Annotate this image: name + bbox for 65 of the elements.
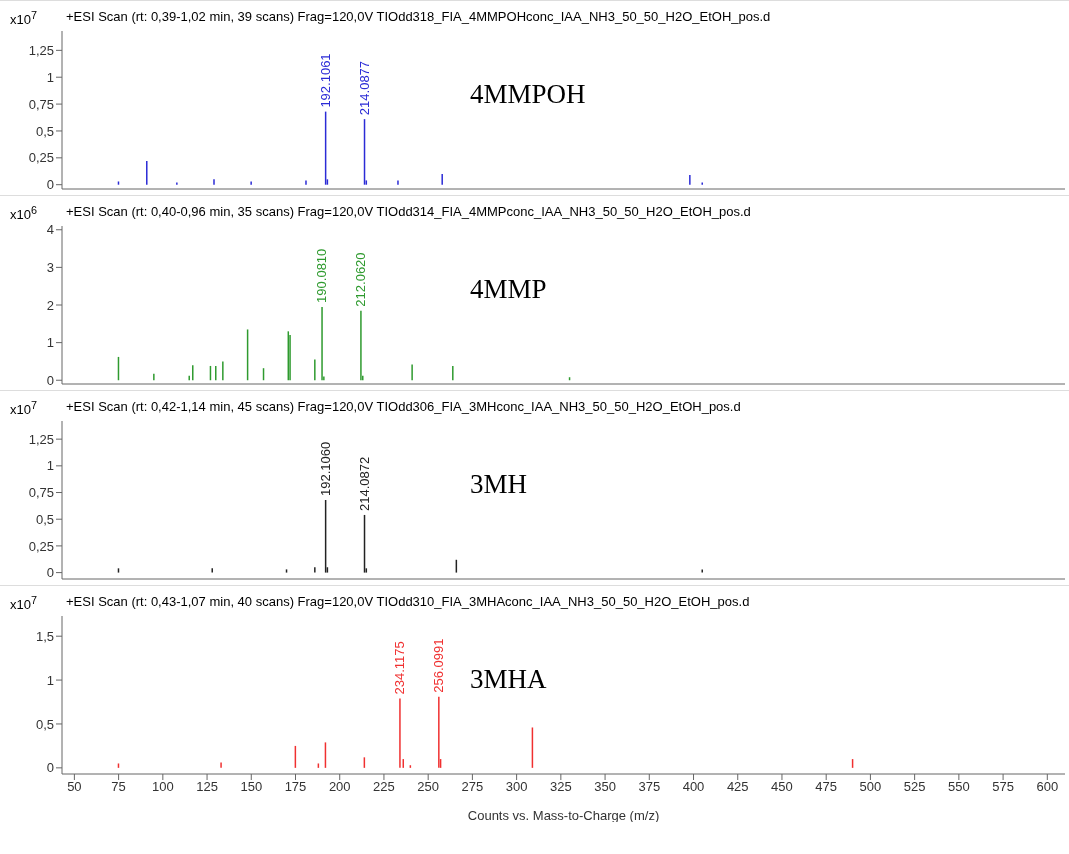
y-tick-label: 4 bbox=[46, 222, 54, 238]
annotation: 214.0872 bbox=[356, 456, 372, 511]
y-tick-label: 0,5 bbox=[35, 716, 54, 732]
y-tick-label: 1 bbox=[46, 69, 54, 85]
annotation: 3MHA bbox=[470, 664, 547, 695]
x-tick-label: 175 bbox=[284, 779, 307, 795]
x-tick-label: 400 bbox=[682, 779, 705, 795]
x-tick-label: 600 bbox=[1036, 779, 1059, 795]
x-tick-label: 250 bbox=[417, 779, 440, 795]
y-tick-label: 0,5 bbox=[35, 123, 54, 139]
y-axis-title: x10$^{6}$ bbox=[10, 204, 37, 223]
y-tick-label: 1 bbox=[46, 458, 54, 474]
y-tick-label: 0 bbox=[46, 565, 54, 581]
annotation: 190.0810 bbox=[314, 248, 330, 303]
x-tick-label: 50 bbox=[67, 779, 82, 795]
x-tick-label: 525 bbox=[903, 779, 926, 795]
annotation: 192.1060 bbox=[317, 441, 333, 496]
x-tick-label: 450 bbox=[771, 779, 793, 795]
annotation: 4MMPOH bbox=[470, 79, 586, 110]
chart-title: +ESI Scan (rt: 0,43-1,07 min, 40 scans) Frag=120,0V TIOdd310_FIA_3MHAconc_IAA_NH3_50_50_H2O_EtOH_pos.d bbox=[66, 594, 750, 609]
x-tick-label: 75 bbox=[111, 779, 126, 795]
y-tick-label: 0,75 bbox=[28, 96, 54, 112]
x-tick-label: 125 bbox=[196, 779, 218, 795]
y-tick-label: 0 bbox=[46, 177, 54, 193]
y-tick-label: 1 bbox=[46, 335, 54, 351]
y-axis-title: x10$^{7}$ bbox=[10, 399, 37, 418]
annotation: 3MH bbox=[470, 469, 528, 500]
y-tick-label: 1,5 bbox=[35, 628, 54, 644]
y-tick-label: 0,25 bbox=[28, 150, 54, 166]
y-tick-label: 0,75 bbox=[28, 485, 54, 501]
x-tick-label: 325 bbox=[549, 779, 572, 795]
y-tick-label: 2 bbox=[46, 297, 54, 313]
chart-title: +ESI Scan (rt: 0,40-0,96 min, 35 scans) Frag=120,0V TIOdd314_FIA_4MMPconc_IAA_NH3_50_50_H2O_EtOH_pos.d bbox=[66, 204, 751, 219]
y-tick-label: 0,25 bbox=[28, 538, 54, 554]
x-tick-label: 500 bbox=[859, 779, 882, 795]
x-tick-label: 375 bbox=[638, 779, 661, 795]
x-tick-label: 150 bbox=[240, 779, 263, 795]
x-tick-label: 300 bbox=[505, 779, 528, 795]
x-tick-label: 275 bbox=[461, 779, 484, 795]
y-tick-label: 0 bbox=[46, 372, 54, 388]
y-tick-label: 3 bbox=[46, 260, 54, 275]
x-tick-label: 350 bbox=[594, 779, 616, 795]
chart-title: +ESI Scan (rt: 0,42-1,14 min, 45 scans) Frag=120,0V TIOdd306_FIA_3MHconc_IAA_NH3_50_50_H2O_EtOH_pos.d bbox=[66, 399, 741, 414]
y-tick-label: 1,25 bbox=[28, 42, 54, 58]
x-tick-label: 425 bbox=[726, 779, 749, 795]
annotation: 234.1175 bbox=[391, 641, 407, 695]
x-tick-label: 575 bbox=[992, 779, 1014, 795]
y-tick-label: 0 bbox=[46, 760, 54, 776]
y-tick-label: 0,5 bbox=[35, 511, 54, 527]
annotation: 256.0991 bbox=[430, 638, 446, 693]
annotation: 212.0620 bbox=[352, 252, 368, 307]
y-axis-title: x10$^{7}$ bbox=[10, 9, 37, 28]
chart-title: +ESI Scan (rt: 0,39-1,02 min, 39 scans) Frag=120,0V TIOdd318_FIA_4MMPOHconc_IAA_NH3_50_50_H2O_EtOH_pos.d bbox=[66, 9, 771, 24]
annotation: 192.1061 bbox=[317, 53, 333, 108]
x-tick-label: 550 bbox=[948, 779, 970, 795]
x-axis-title: Counts vs. Mass-to-Charge (m/z) bbox=[467, 808, 660, 823]
x-tick-label: 475 bbox=[815, 779, 838, 795]
annotation: 214.0877 bbox=[356, 60, 372, 116]
y-tick-label: 1,25 bbox=[28, 431, 54, 447]
x-tick-label: 200 bbox=[328, 779, 351, 795]
annotation: 4MMP bbox=[470, 274, 547, 305]
y-tick-label: 1 bbox=[46, 672, 54, 688]
y-axis-title: x10$^{7}$ bbox=[10, 594, 37, 613]
x-tick-label: 225 bbox=[373, 779, 395, 795]
x-tick-label: 100 bbox=[151, 779, 174, 795]
